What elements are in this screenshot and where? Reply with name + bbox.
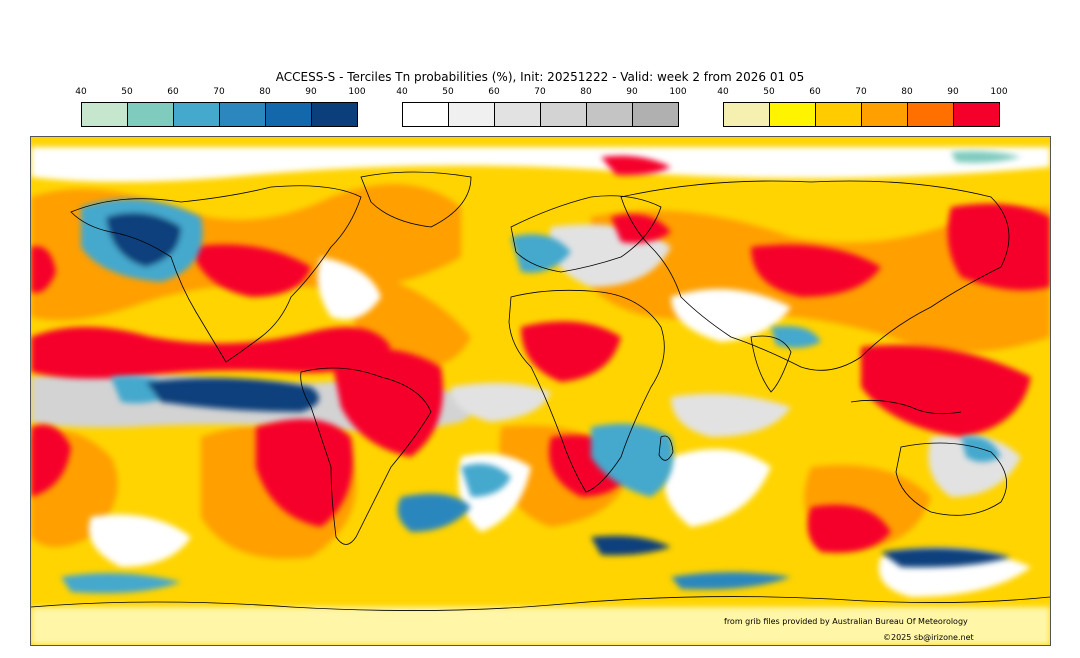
colorbar-segment (174, 103, 220, 126)
colorbar-segment (266, 103, 312, 126)
colorbar-segment (312, 103, 357, 126)
colorbar-segment (82, 103, 128, 126)
copyright-credit: ©2025 sb@irizone.net (883, 633, 974, 642)
colorbar-ticks-below: 40 50 60 70 80 90 100 (75, 87, 365, 99)
colorbar-segment (770, 103, 816, 126)
colorbar-segment (633, 103, 678, 126)
coastlines (31, 171, 1050, 611)
colorbar-segment (449, 103, 495, 126)
colorbar-segment (128, 103, 174, 126)
greenland-outline (360, 171, 472, 228)
colorbar-segment (954, 103, 999, 126)
colorbar-segment (220, 103, 266, 126)
colorbar-segment (495, 103, 541, 126)
tick-label: 100 (348, 87, 366, 97)
tick-label: 40 (396, 87, 408, 97)
map-title: ACCESS-S - Terciles Tn probabilities (%)… (275, 70, 805, 84)
australia-outline (895, 442, 1008, 516)
colorbar-segment (724, 103, 770, 126)
tick-label: 60 (488, 87, 500, 97)
colorbar-near-normal (402, 102, 679, 127)
tick-label: 50 (763, 87, 775, 97)
colorbar-segment (587, 103, 633, 126)
tick-label: 40 (75, 87, 87, 97)
africa-outline (508, 289, 665, 493)
tick-label: 80 (901, 87, 913, 97)
europe-outline (510, 195, 662, 273)
tick-label: 50 (442, 87, 454, 97)
colorbar-above-normal (723, 102, 1000, 127)
tick-label: 70 (534, 87, 546, 97)
tick-label: 60 (167, 87, 179, 97)
map-svg (31, 137, 1050, 645)
tick-label: 90 (626, 87, 638, 97)
tick-label: 70 (213, 87, 225, 97)
tick-label: 100 (669, 87, 687, 97)
tick-label: 90 (947, 87, 959, 97)
colorbar-segment (403, 103, 449, 126)
south-america-outline (300, 367, 432, 545)
field-layer-red (31, 155, 1050, 553)
colorbar-ticks-normal: 40 50 60 70 80 90 100 (396, 87, 686, 99)
colorbar-segment (908, 103, 954, 126)
tick-label: 90 (305, 87, 317, 97)
north-america-outline (70, 185, 362, 363)
colorbar-segment (816, 103, 862, 126)
tick-label: 100 (990, 87, 1008, 97)
india-outline (750, 335, 792, 393)
tick-label: 50 (121, 87, 133, 97)
colorbar-below-normal (81, 102, 358, 127)
tick-label: 70 (855, 87, 867, 97)
colorbar-segment (541, 103, 587, 126)
tick-label: 80 (580, 87, 592, 97)
indonesia-outline (850, 399, 962, 415)
madagascar-outline (658, 435, 674, 461)
colorbar-segment (862, 103, 908, 126)
source-credit: from grib files provided by Australian B… (724, 617, 968, 626)
tick-label: 60 (809, 87, 821, 97)
colorbar-ticks-above: 40 50 60 70 80 90 100 (717, 87, 1007, 99)
antarctica-outline (31, 596, 1050, 611)
probability-map (30, 136, 1051, 646)
asia-outline (620, 180, 1010, 371)
tick-label: 80 (259, 87, 271, 97)
tick-label: 40 (717, 87, 729, 97)
